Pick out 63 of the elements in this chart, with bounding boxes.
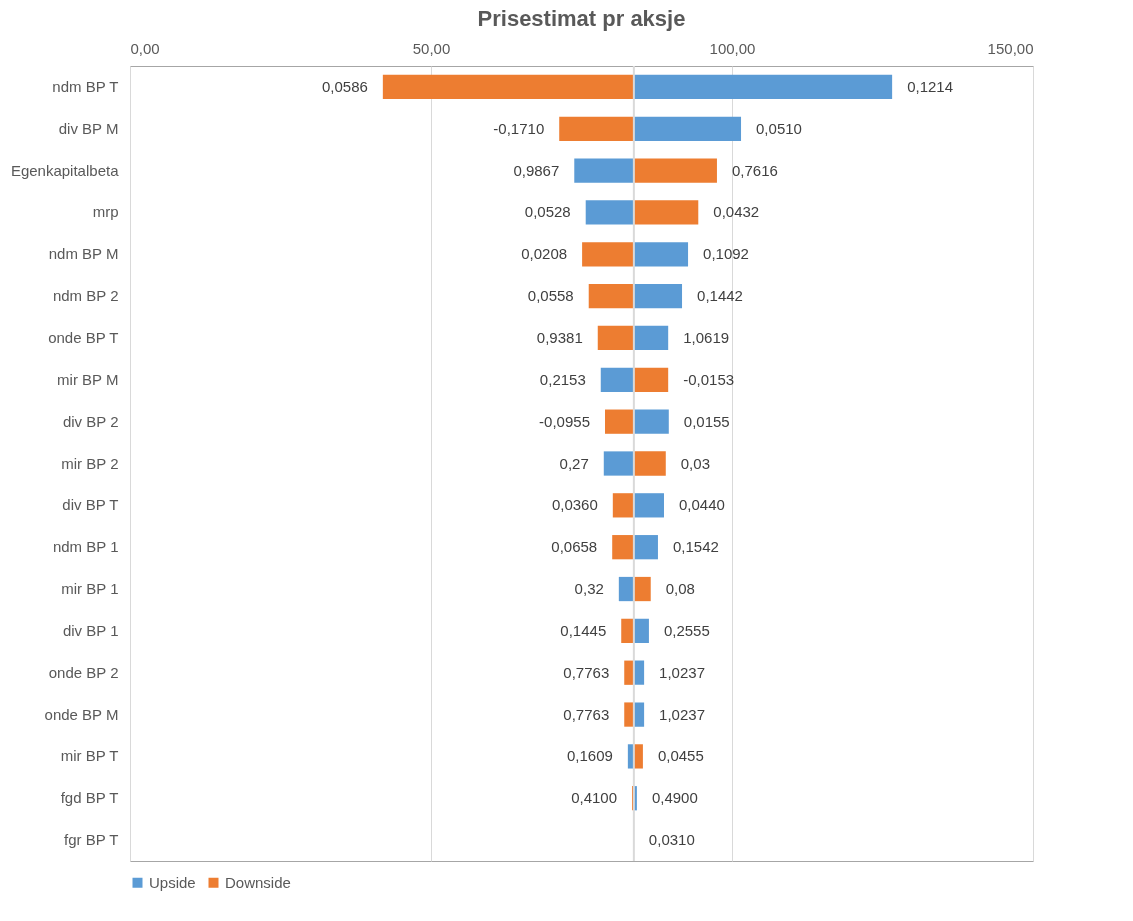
legend-label: Downside [225,873,291,891]
annotation: 0,0440 [678,496,725,514]
y-tick-label: ndm BP 2 [52,287,119,305]
annotation: 0,2153 [539,370,586,388]
annotation: 0,32 [574,580,604,598]
annotation: 0,1445 [560,621,607,639]
annotation: 1,0237 [659,705,705,723]
x-tick-label: 100,00 [709,39,756,57]
annotation: 1,0237 [659,663,705,681]
annotation: 0,0510 [756,119,802,137]
x-tick-label: 150,00 [987,39,1034,57]
y-tick-label: div BP 1 [62,621,119,639]
annotation: 0,1542 [672,538,719,556]
annotation: 0,1214 [907,77,954,95]
annotation: 0,0155 [683,412,730,430]
annotation: 0,08 [665,580,695,598]
y-tick-label: fgr BP T [64,831,119,849]
annotation: 0,7763 [563,705,610,723]
annotation: 0,1092 [703,245,749,263]
y-tick-label: onde BP M [44,705,119,723]
y-tick-label: onde BP 2 [48,663,119,681]
annotation: 0,0586 [321,77,368,95]
y-tick-label: mir BP 1 [61,580,119,598]
annotation: 0,4900 [651,789,698,807]
annotation: 0,1609 [566,747,613,765]
annotation: 0,2555 [663,621,710,639]
y-tick-label: mrp [92,203,119,221]
chart-title: Prisestimat pr aksje [477,6,686,31]
annotation: -0,1710 [493,119,545,137]
y-tick-label: mir BP M [57,370,119,388]
annotation: 0,7763 [563,663,610,681]
x-tick-label: 0,00 [130,39,160,57]
annotation: 0,03 [680,454,710,472]
annotation: 0,0310 [648,831,695,849]
annotation: 0,7616 [731,161,778,179]
legend-label: Upside [149,873,196,891]
y-tick-label: onde BP T [48,328,119,346]
y-tick-label: ndm BP T [52,77,119,95]
y-tick-label: div BP 2 [62,412,119,430]
annotation: 0,9381 [536,328,583,346]
annotation: 0,0658 [551,538,598,556]
y-tick-label: div BP T [62,496,119,514]
y-tick-label: mir BP 2 [61,454,119,472]
annotation: 0,0528 [524,203,571,221]
y-tick-label: ndm BP M [48,245,119,263]
annotation: 0,27 [559,454,589,472]
annotation: 0,0558 [527,287,574,305]
y-tick-label: ndm BP 1 [52,538,119,556]
annotation: 0,0208 [521,245,568,263]
annotation: 0,0360 [551,496,598,514]
annotation: -0,0153 [683,370,735,388]
annotation: 0,4100 [571,789,618,807]
annotation: -0,0955 [539,412,590,430]
annotation: 0,0432 [713,203,760,221]
x-tick-label: 50,00 [412,39,451,57]
annotation: 0,1442 [697,287,743,305]
annotation: 1,0619 [683,328,730,346]
y-tick-label: mir BP T [60,747,119,765]
y-tick-label: fgd BP T [60,789,119,807]
annotation: 0,0455 [657,747,704,765]
annotation: 0,9867 [513,161,560,179]
y-tick-label: div BP M [58,119,119,137]
y-tick-label: Egenkapitalbeta [10,161,120,179]
